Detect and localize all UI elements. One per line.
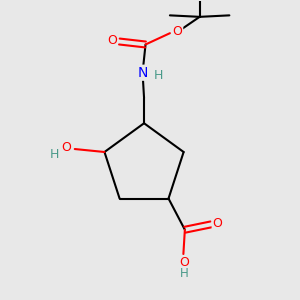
Text: H: H (180, 267, 188, 280)
Text: H: H (153, 69, 163, 82)
Text: H: H (49, 148, 58, 161)
Text: O: O (172, 25, 182, 38)
Text: N: N (137, 66, 148, 80)
Text: O: O (61, 141, 71, 154)
Text: O: O (107, 34, 117, 46)
Text: O: O (213, 217, 223, 230)
Text: O: O (179, 256, 189, 269)
